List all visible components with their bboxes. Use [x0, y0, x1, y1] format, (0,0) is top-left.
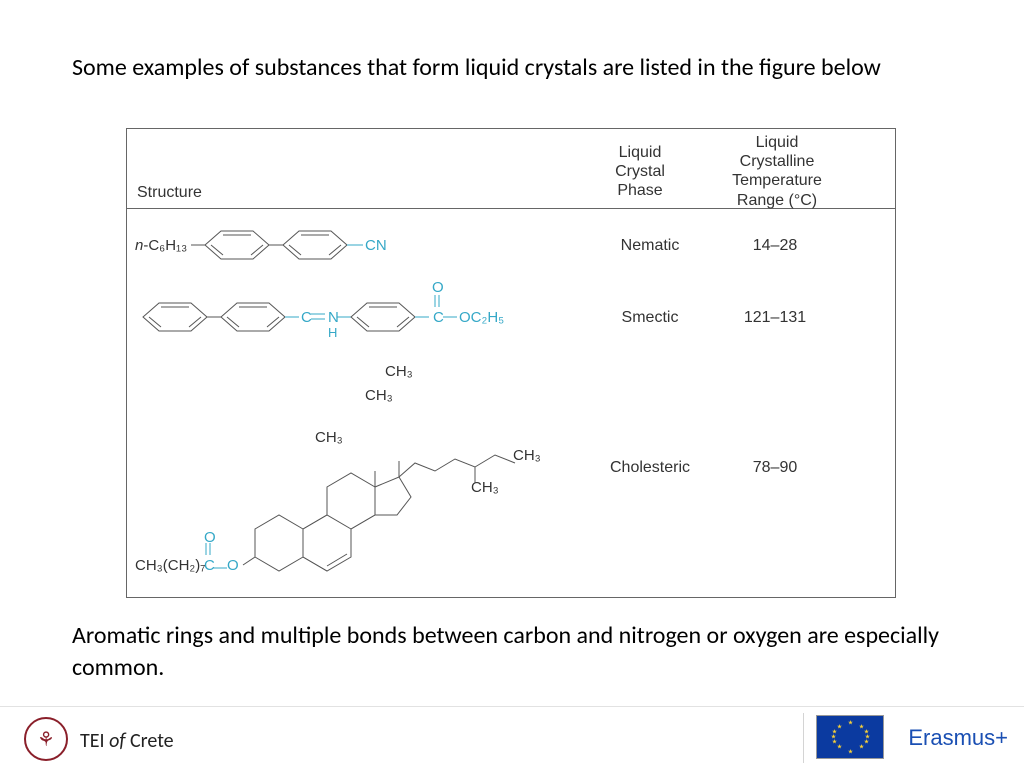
row2-c2: C	[433, 309, 444, 326]
eu-flag-icon	[816, 715, 884, 759]
row2-o: O	[432, 279, 444, 296]
row2-n: N	[328, 309, 339, 326]
tei-seal-icon: ⚘	[24, 717, 68, 761]
row1-phase: Nematic	[595, 237, 705, 255]
row2-oc2h5: OC₂H₅	[459, 309, 504, 326]
row2-temp: 121–131	[715, 309, 835, 327]
outro-text: Aromatic rings and multiple bonds betwee…	[72, 620, 952, 685]
row3-ch3-d: CH₃	[513, 447, 541, 464]
row3-ch3-e: CH₃	[471, 479, 499, 496]
row2-c: C	[301, 309, 312, 326]
row1-structure	[191, 217, 391, 273]
intro-text: Some examples of substances that form li…	[72, 52, 952, 84]
footer-separator	[803, 713, 804, 763]
row2-h: H	[328, 325, 337, 340]
header-phase: Liquid Crystal Phase	[595, 143, 685, 201]
row3-ester-bond	[213, 563, 227, 573]
row1-temp: 14–28	[715, 237, 835, 255]
row3-ch3-a: CH₃	[315, 429, 343, 446]
footer: ⚘ TEI of Crete Erasmus+	[0, 706, 1024, 768]
header-temp: Liquid Crystalline Temperature Range (°C…	[697, 133, 857, 210]
row3-prefix: CH₃(CH₂)₇	[135, 557, 205, 574]
row3-ch3-b: CH₃	[365, 387, 393, 404]
row1-prefix: n-C₆H₁₃	[135, 237, 187, 254]
row1-cn: CN	[365, 237, 387, 254]
row3-phase: Cholesteric	[595, 459, 705, 477]
header-structure: Structure	[137, 184, 202, 202]
erasmus-label: Erasmus+	[908, 725, 1008, 751]
figure-header: Structure Liquid Crystal Phase Liquid Cr…	[127, 129, 895, 209]
row3-temp: 78–90	[715, 459, 835, 477]
figure-table: Structure Liquid Crystal Phase Liquid Cr…	[126, 128, 896, 598]
row2-phase: Smectic	[595, 309, 705, 327]
tei-label: TEI of Crete	[80, 729, 174, 753]
row3-o-side: O	[227, 557, 239, 574]
row3-ch3-c: CH₃	[385, 363, 413, 380]
row3-o-top: O	[204, 529, 216, 546]
